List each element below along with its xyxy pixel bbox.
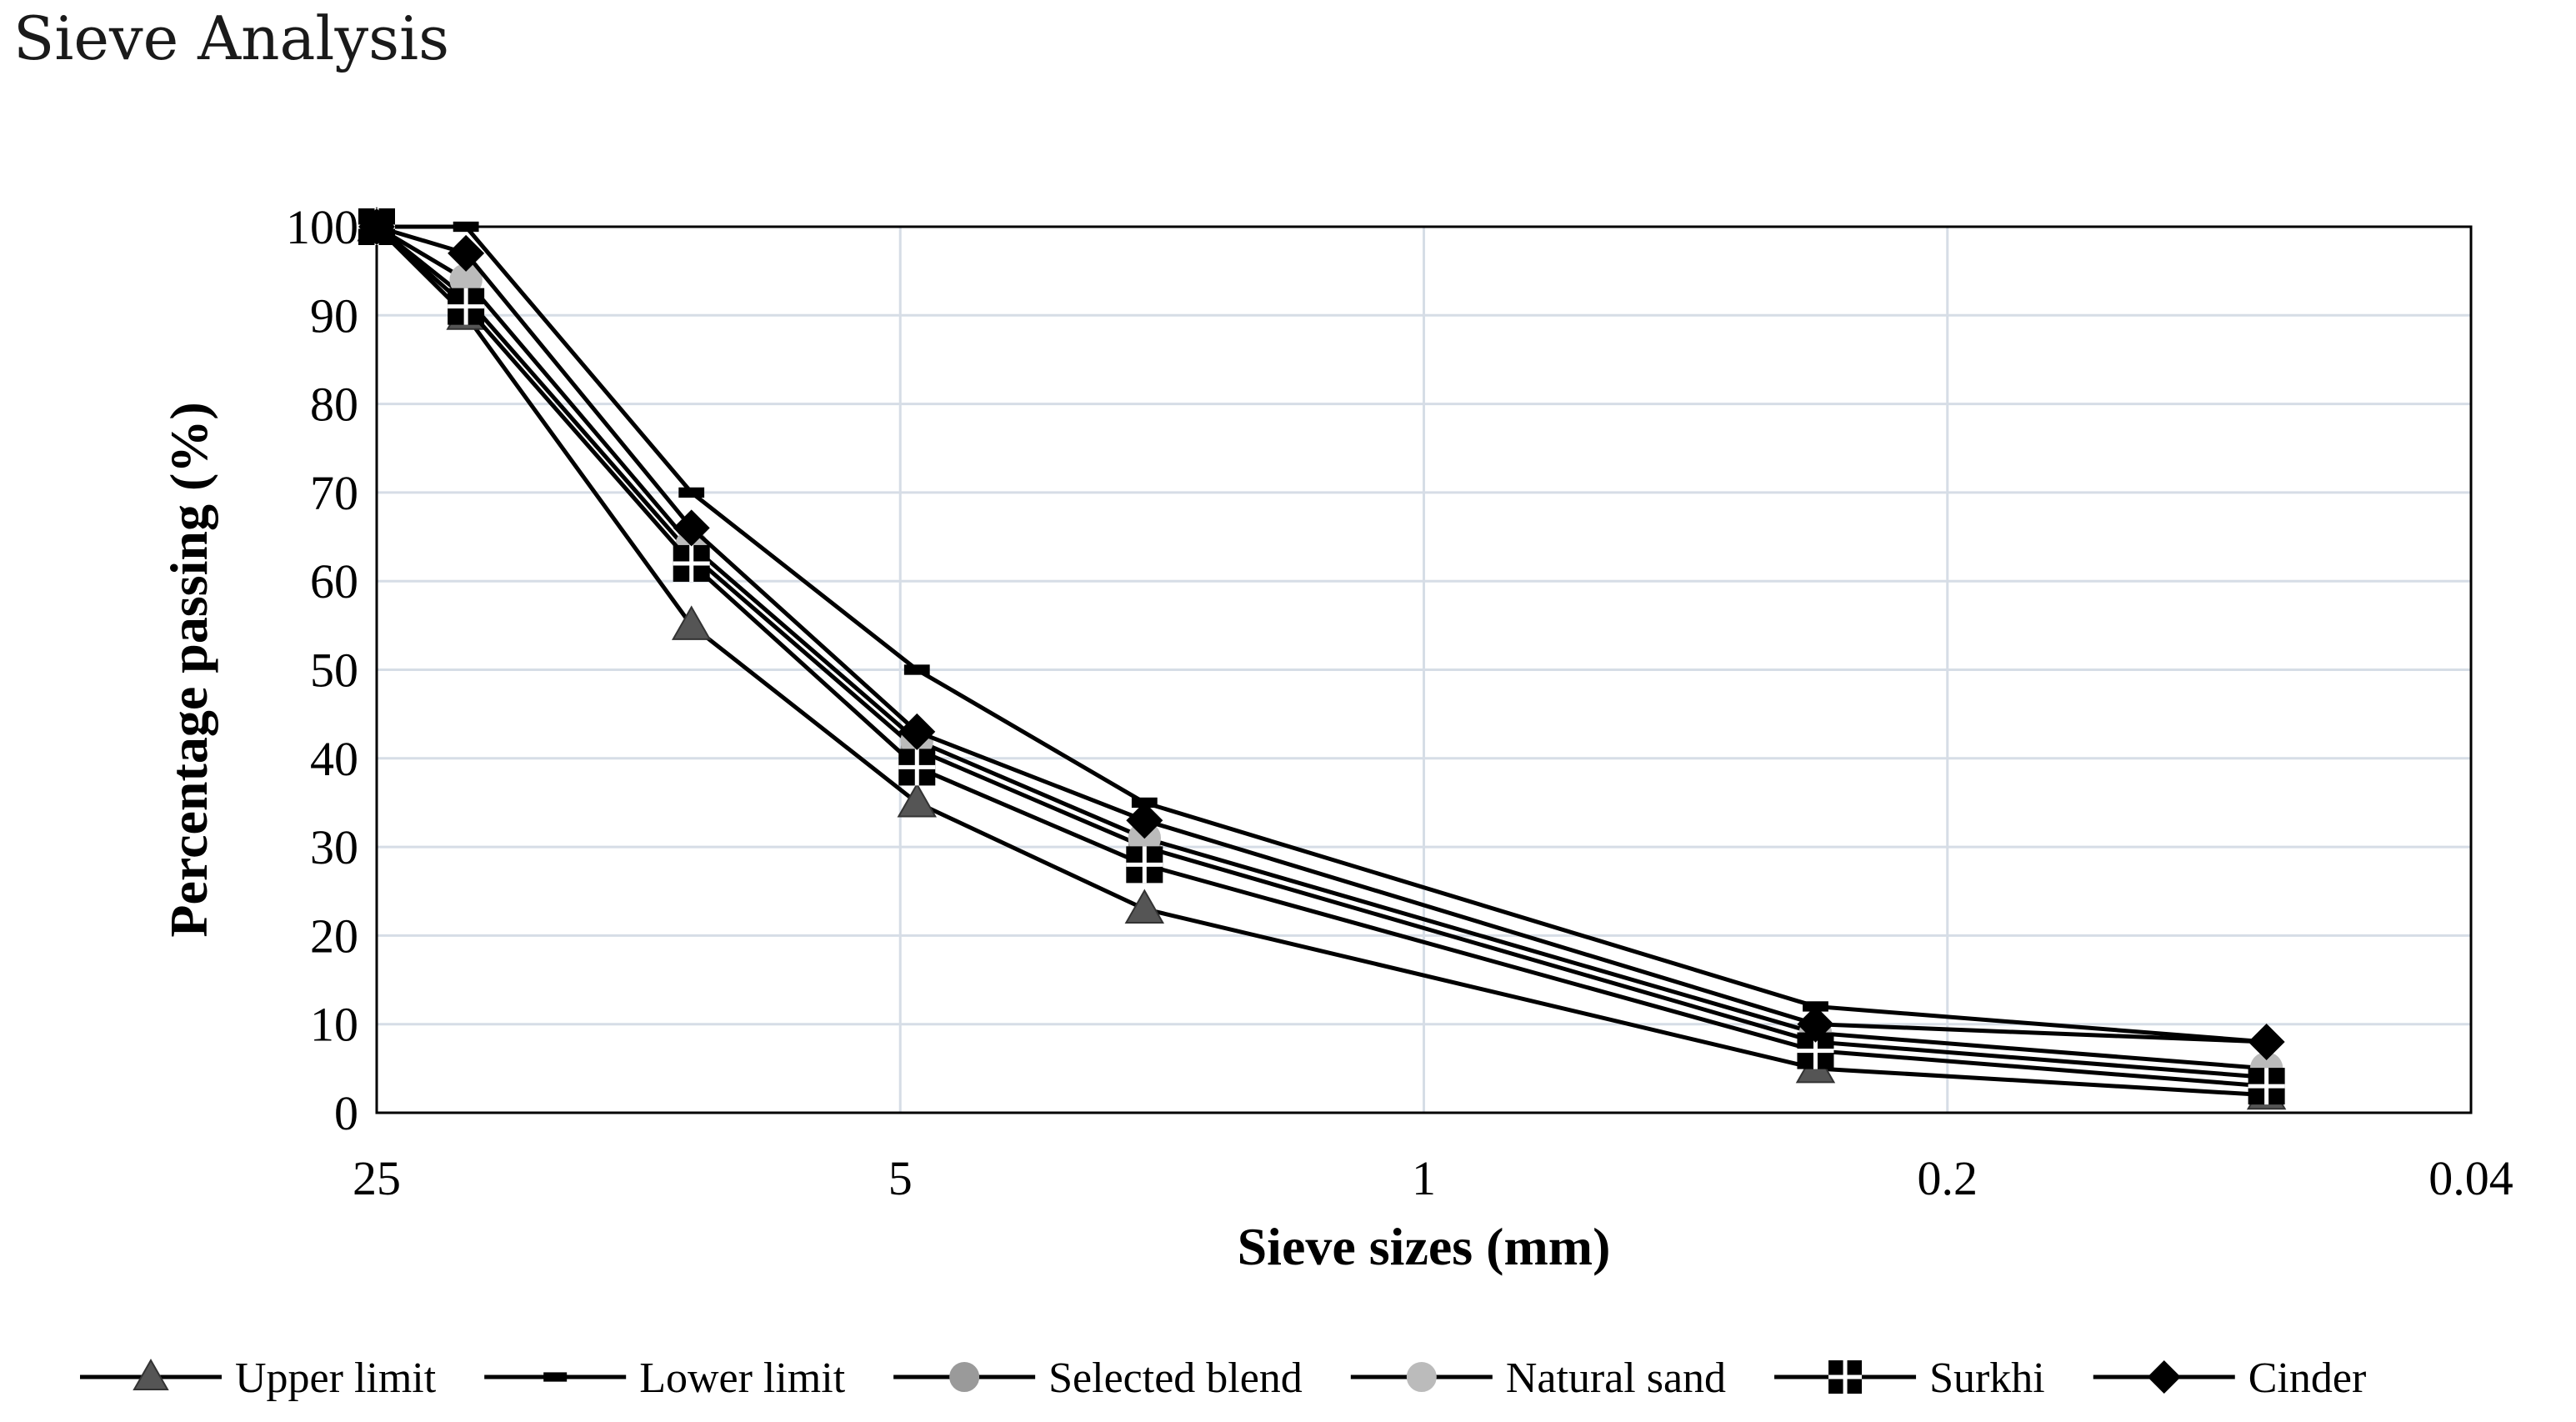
dash-marker xyxy=(453,221,479,233)
series-line-upper-limit xyxy=(375,225,2267,1098)
y-tick-label: 0 xyxy=(334,1086,358,1140)
diamond-marker xyxy=(673,509,710,547)
diamond-marker xyxy=(1797,1005,1834,1043)
legend-item-cinder: Cinder xyxy=(2093,1354,2367,1402)
series-line-natural-sand xyxy=(375,224,2267,1071)
series-cinder xyxy=(358,208,2285,1060)
cross-square-marker xyxy=(448,288,485,325)
x-tick-label: 0.2 xyxy=(1918,1151,1978,1205)
cross-square-marker xyxy=(673,544,710,582)
y-tick-label: 80 xyxy=(310,378,358,432)
series-lower-limit xyxy=(363,221,2280,1048)
chart-title: Sieve Analysis xyxy=(13,3,450,73)
series-group xyxy=(357,206,2287,1110)
legend-label-upper-limit: Upper limit xyxy=(235,1354,437,1402)
x-tick-label: 0.04 xyxy=(2428,1151,2513,1205)
circle-marker xyxy=(1406,1362,1437,1392)
y-tick-label: 10 xyxy=(310,998,358,1052)
legend-label-natural-sand: Natural sand xyxy=(1506,1354,1726,1402)
diamond-marker xyxy=(898,713,936,750)
diamond-marker xyxy=(448,234,485,272)
legend-label-cinder: Cinder xyxy=(2248,1354,2367,1402)
legend-item-lower-limit: Lower limit xyxy=(484,1354,846,1402)
series-upper-limit xyxy=(357,206,2287,1110)
dash-marker xyxy=(903,664,930,675)
gridlines xyxy=(377,227,2471,1113)
y-tick-label: 20 xyxy=(310,909,358,963)
legend: Upper limit Lower limit Selected blend Natu… xyxy=(80,1354,2366,1402)
cross-square-marker xyxy=(1828,1360,1863,1394)
x-tick-label: 1 xyxy=(1412,1151,1436,1205)
legend-item-surkhi: Surkhi xyxy=(1774,1354,2045,1402)
series-surkhi xyxy=(358,208,2285,1105)
y-axis-title: Percentage passing (%) xyxy=(159,402,218,937)
series-line-lower-limit xyxy=(377,224,2267,1044)
diamond-marker xyxy=(2248,1023,2285,1060)
tick-labels: 0 10 20 30 40 50 60 70 80 90 100 25 5 1 0.2 0.04 xyxy=(286,200,2513,1205)
series-line-cinder xyxy=(376,224,2267,1044)
legend-label-lower-limit: Lower limit xyxy=(639,1354,846,1402)
diamond-marker xyxy=(2147,1360,2181,1394)
legend-label-selected-blend: Selected blend xyxy=(1048,1354,1303,1402)
y-tick-label: 70 xyxy=(310,466,358,520)
x-axis-title: Sieve sizes (mm) xyxy=(1238,1217,1611,1276)
series-line-surkhi xyxy=(375,225,2267,1089)
diamond-marker xyxy=(358,208,395,245)
y-tick-label: 60 xyxy=(310,554,358,608)
triangle-marker xyxy=(1124,889,1165,924)
dash-marker xyxy=(678,487,705,498)
series-selected-blend xyxy=(360,210,2283,1094)
cross-square-marker xyxy=(1126,846,1163,884)
circle-marker xyxy=(949,1362,980,1392)
dash-marker xyxy=(543,1372,568,1382)
triangle-marker xyxy=(897,782,937,818)
y-tick-label: 40 xyxy=(310,732,358,786)
diamond-marker xyxy=(1126,802,1163,839)
y-tick-label: 30 xyxy=(310,820,358,874)
cross-square-marker xyxy=(2248,1068,2285,1105)
legend-item-upper-limit: Upper limit xyxy=(80,1354,437,1402)
y-tick-label: 100 xyxy=(286,200,358,254)
cross-square-marker xyxy=(898,749,936,786)
plot-area-frame xyxy=(375,225,2473,1114)
legend-item-selected-blend: Selected blend xyxy=(893,1354,1303,1402)
y-tick-label: 90 xyxy=(310,288,358,343)
legend-label-surkhi: Surkhi xyxy=(1929,1354,2045,1402)
triangle-marker xyxy=(133,1358,169,1390)
triangle-marker xyxy=(671,605,712,640)
legend-item-natural-sand: Natural sand xyxy=(1350,1354,1726,1402)
y-tick-label: 50 xyxy=(310,643,358,698)
x-tick-label: 5 xyxy=(888,1151,913,1205)
x-tick-label: 25 xyxy=(353,1151,401,1205)
